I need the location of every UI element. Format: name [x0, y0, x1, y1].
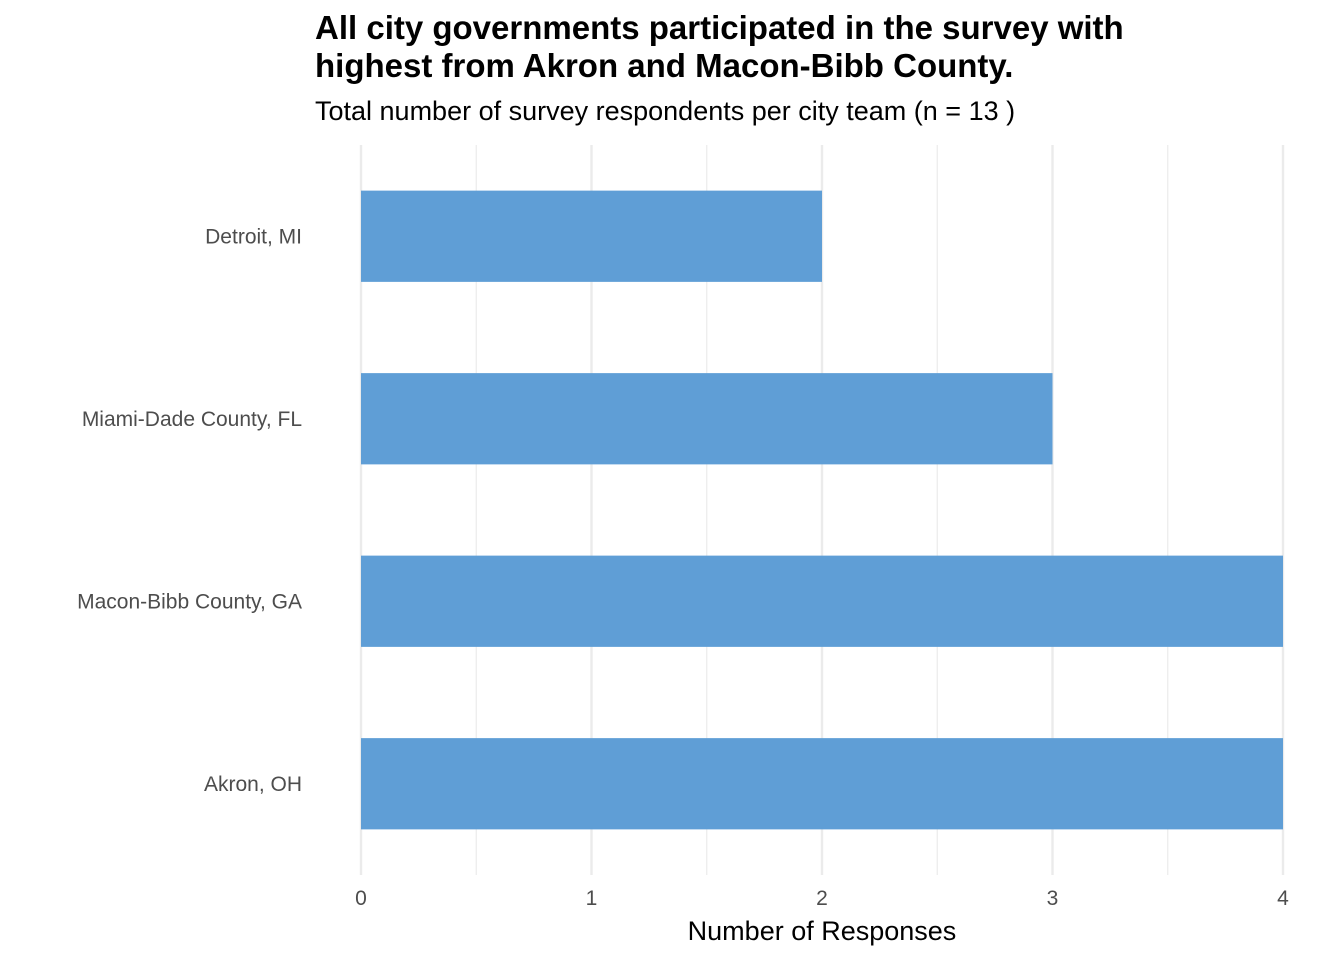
x-tick-label: 3: [1047, 887, 1059, 910]
bar: [361, 373, 1053, 465]
x-tick-label: 0: [355, 887, 367, 910]
chart-subtitle: Total number of survey respondents per c…: [315, 96, 1016, 126]
y-tick-label: Akron, OH: [204, 773, 302, 796]
x-tick-label: 4: [1277, 887, 1289, 910]
x-tick-label: 2: [816, 887, 828, 910]
label-layer: 0 1 2 3 4 Detroit, MI Miami-Dade County, FL Mac…: [77, 225, 1289, 910]
bar-layer: [361, 190, 1283, 830]
y-tick-label: Macon-Bibb County, GA: [77, 590, 302, 613]
bar: [361, 190, 822, 282]
x-tick-label: 1: [586, 887, 598, 910]
chart-title: All city governments participated in the…: [315, 9, 1315, 85]
chart-title-line-2: highest from Akron and Macon-Bibb County…: [315, 47, 1014, 84]
chart-title-line-1: All city governments participated in the…: [315, 9, 1124, 46]
bar: [361, 738, 1283, 830]
bar: [361, 555, 1283, 647]
y-tick-label: Miami-Dade County, FL: [82, 408, 302, 431]
x-axis-title: Number of Responses: [688, 916, 957, 946]
y-tick-label: Detroit, MI: [205, 225, 302, 248]
